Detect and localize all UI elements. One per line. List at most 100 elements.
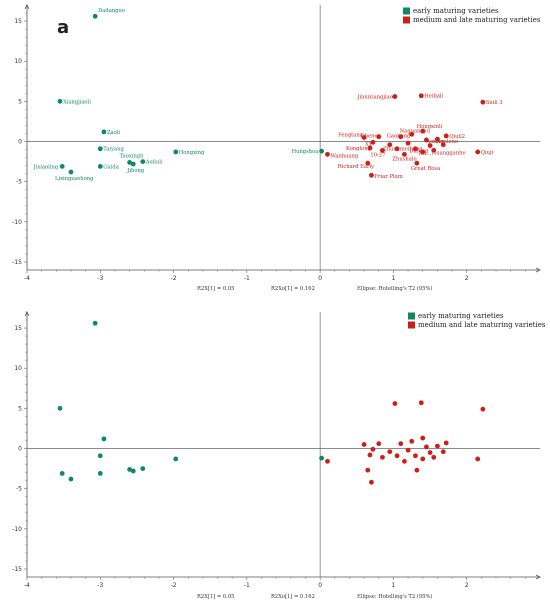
point-medium-late: [376, 134, 382, 140]
point-label: Du...: [419, 151, 432, 157]
point-medium-late: [424, 444, 429, 450]
chart-a-scatter-labeled: -4 -3 -2 -1 0 1 2-15-10-5051015DadanguoXiangji…: [12, 4, 541, 292]
legend-label: medium and late maturing varieties: [413, 16, 541, 24]
point-label: Cheney: [361, 134, 381, 140]
x-tick-label: -3: [97, 582, 103, 589]
x-axis-arrow: [535, 574, 541, 580]
x-axis-arrow: [535, 267, 541, 273]
point-medium-late: [435, 136, 440, 142]
point-early: [92, 13, 98, 19]
point-early: [57, 405, 63, 411]
point-medium-late: [369, 172, 374, 178]
point-medium-late: [420, 149, 426, 155]
point-early: [68, 476, 74, 482]
point-early: [101, 436, 107, 442]
y-tick-label: -15: [12, 259, 22, 266]
point-label: Heibali: [424, 94, 443, 100]
y-tick-label: 0: [18, 139, 22, 146]
point-medium-late: [361, 135, 367, 140]
x-tick-label: -4: [24, 582, 30, 589]
point-medium-late: [392, 94, 398, 99]
legend-swatch: [408, 312, 415, 320]
point-early: [173, 149, 179, 155]
y-tick-label: -5: [16, 179, 22, 186]
point-medium-late: [435, 443, 440, 449]
y-tick-label: 10: [14, 365, 22, 372]
point-medium-late: [394, 146, 400, 152]
y-tick-label: 0: [18, 446, 22, 453]
y-tick-label: -5: [16, 486, 22, 493]
point-label: Huangganhe: [432, 150, 466, 156]
point-early: [140, 466, 146, 471]
point-medium-late: [480, 99, 486, 105]
point-label: Konglong: [346, 146, 372, 152]
point-medium-late: [480, 406, 486, 412]
y-tick-label: 10: [14, 58, 22, 65]
x-tick-label: 1: [392, 275, 396, 282]
x-tick-label: -2: [171, 582, 177, 589]
point-label: Dafeng: [409, 149, 429, 155]
point-early: [59, 471, 65, 476]
point-early: [319, 455, 325, 461]
point-early: [97, 453, 103, 459]
point-medium-late: [475, 149, 481, 155]
x-tick-label: 2: [465, 275, 469, 282]
point-early: [92, 320, 98, 326]
legend-swatch: [408, 321, 415, 329]
point-early: [97, 471, 103, 476]
point-label: Taiyang: [103, 147, 124, 153]
point-medium-late: [420, 128, 426, 134]
point-early: [127, 466, 132, 472]
point-label: Xiangjiaoli: [63, 99, 91, 105]
axis-frame: [26, 312, 540, 578]
point-medium-late: [414, 467, 420, 473]
x-tick-label: -1: [244, 275, 250, 282]
point-label: Naguangyu: [400, 128, 431, 134]
x-tick-label: 1: [392, 582, 396, 589]
point-early: [59, 164, 65, 169]
point-early: [140, 159, 146, 164]
point-label: Great Rosa: [411, 166, 440, 172]
x-tick-label: -4: [24, 275, 30, 282]
point-early: [130, 468, 136, 474]
point-early: [130, 161, 136, 167]
point-label: 10-27: [370, 152, 385, 158]
point-medium-late: [367, 452, 373, 458]
point-medium-late: [418, 93, 424, 99]
point-early: [101, 129, 107, 135]
point-medium-late: [380, 454, 385, 460]
point-label: Zhushalo: [392, 156, 416, 162]
point-medium-late: [387, 142, 393, 148]
point-medium-late: [409, 438, 415, 444]
point-medium-late: [420, 456, 426, 462]
point-label: Lixingzaohong: [55, 176, 94, 182]
point-label: Dadanguo: [98, 8, 125, 14]
point-medium-late: [402, 458, 407, 464]
y-tick-label: -10: [12, 526, 22, 533]
x-tick-label: 2: [465, 582, 469, 589]
point-label: Hongxing: [179, 150, 205, 156]
footer-note: Ellipse: Hotelling's T2 (95%): [357, 285, 432, 292]
point-medium-late: [413, 453, 418, 459]
y-tick-label: 15: [14, 18, 22, 25]
point-medium-late: [431, 147, 437, 153]
point-medium-late: [424, 137, 429, 143]
point-medium-late: [394, 453, 400, 459]
point-early: [173, 456, 179, 462]
point-medium-late: [402, 151, 407, 157]
point-label: Angeleno: [432, 139, 458, 145]
point-medium-late: [370, 139, 376, 145]
point-medium-late: [440, 449, 446, 455]
point-medium-late: [414, 160, 420, 166]
footer-note: R2X[1] = 0.05: [197, 594, 234, 600]
point-label: Jixiaoling: [33, 164, 59, 170]
point-label: Guida: [103, 164, 119, 170]
point-early: [68, 169, 74, 175]
footer-note: R2Xo[1] = 0.162: [271, 594, 315, 600]
point-medium-late: [475, 456, 481, 462]
legend-label: early maturing varieties: [413, 7, 499, 15]
legend-label: medium and late maturing varieties: [418, 321, 546, 329]
point-medium-late: [409, 131, 415, 137]
point-medium-late: [427, 450, 433, 455]
